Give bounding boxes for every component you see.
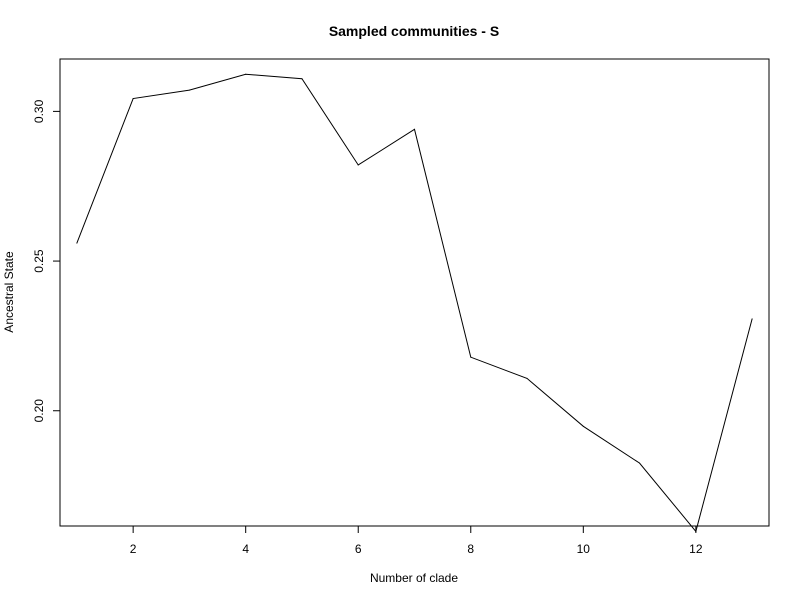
x-tick-label: 2 — [130, 542, 137, 556]
data-point — [526, 377, 528, 379]
data-point — [76, 242, 78, 244]
data-point — [751, 318, 753, 320]
series-line — [76, 73, 753, 533]
data-point — [301, 78, 303, 80]
data-point — [245, 73, 247, 75]
x-tick-label: 6 — [355, 542, 362, 556]
data-point — [357, 164, 359, 166]
y-tick-label: 0.25 — [32, 249, 46, 273]
y-tick-label: 0.30 — [32, 99, 46, 123]
data-point — [639, 462, 641, 464]
data-point — [582, 425, 584, 427]
y-axis-label: Ancestral State — [2, 251, 16, 333]
x-tick-label: 8 — [467, 542, 474, 556]
x-axis-label: Number of clade — [370, 571, 458, 585]
x-tick-label: 10 — [577, 542, 591, 556]
data-point — [695, 530, 697, 532]
x-tick-label: 4 — [242, 542, 249, 556]
data-point — [188, 89, 190, 91]
x-axis: 2 4 6 8 10 12 — [130, 526, 703, 556]
data-point — [132, 98, 134, 100]
data-point — [470, 356, 472, 358]
series-layer — [76, 73, 753, 533]
x-tick-label: 12 — [689, 542, 703, 556]
chart-title: Sampled communities - S — [329, 23, 499, 39]
y-tick-label: 0.20 — [32, 399, 46, 423]
y-axis: 0.20 0.25 0.30 — [32, 99, 60, 422]
data-point — [414, 128, 415, 130]
plot-frame — [59, 58, 770, 527]
